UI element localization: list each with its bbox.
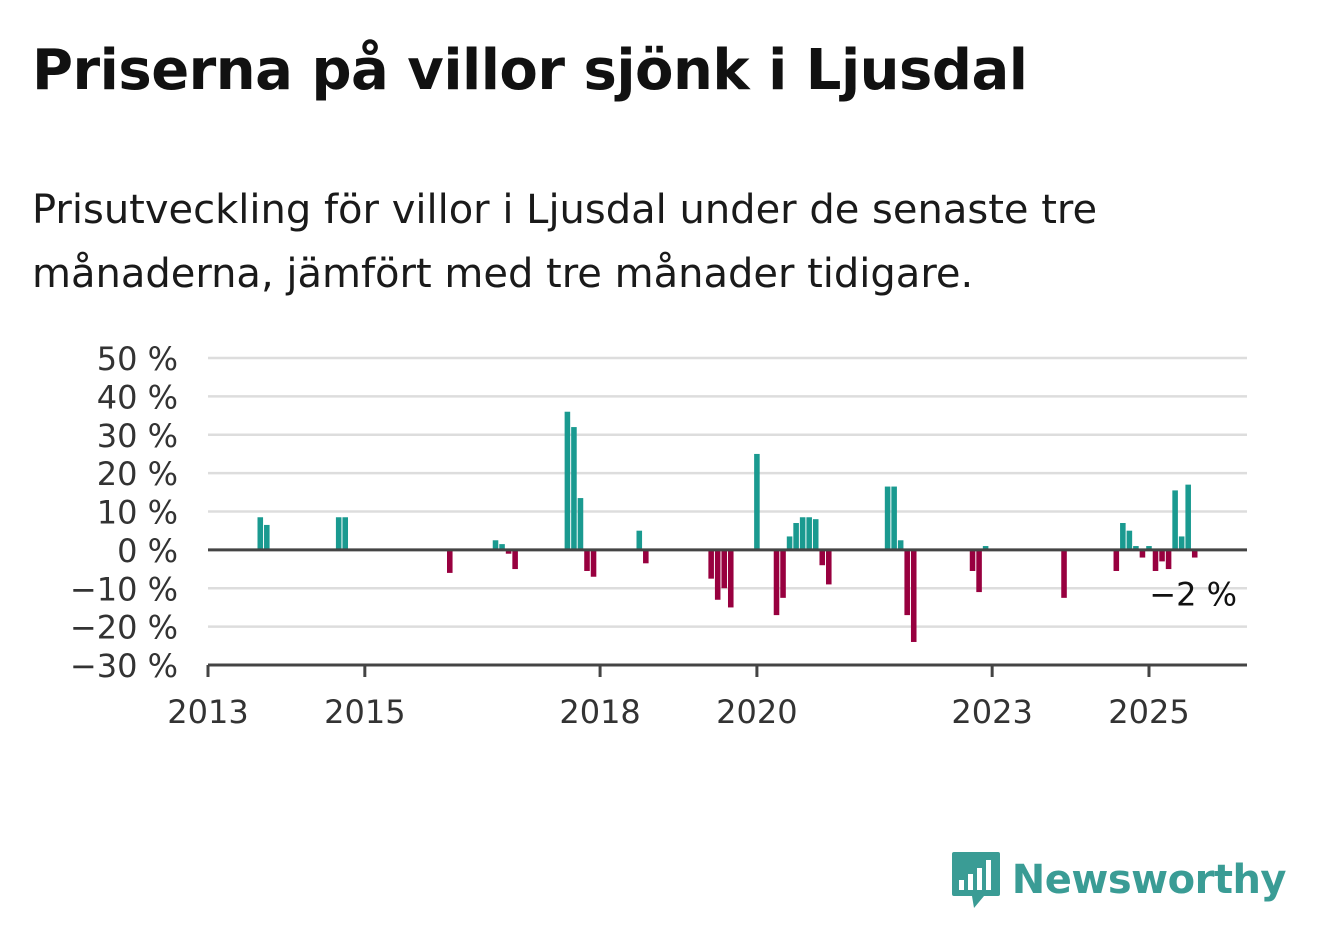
bar: [1120, 523, 1126, 550]
bar: [571, 427, 577, 550]
bar: [1061, 549, 1067, 598]
y-tick-label: 0 %: [117, 532, 178, 570]
x-tick-label: 2013: [167, 693, 248, 731]
bar: [1185, 484, 1191, 550]
bar: [1152, 549, 1159, 571]
newsworthy-chart-bubble-icon: [951, 852, 1000, 908]
y-tick-label: −10 %: [70, 570, 178, 608]
y-tick-label: 50 %: [97, 340, 178, 378]
bar: [1126, 530, 1133, 550]
bar: [884, 486, 891, 550]
tick-labels: 50 %40 %30 %20 %10 %0 %−10 %−20 %−30 % 20…: [70, 340, 1237, 731]
x-tick-label: 2018: [559, 693, 640, 731]
y-tick-label: −20 %: [70, 609, 178, 647]
bar: [590, 549, 597, 577]
bar: [826, 549, 832, 585]
bar: [721, 549, 728, 589]
y-tick-label: −30 %: [70, 647, 178, 685]
bar: [773, 549, 780, 616]
bar: [1139, 549, 1146, 558]
bar: [786, 536, 793, 550]
bar: [1165, 549, 1172, 570]
gridlines: [208, 356, 1247, 628]
bar: [1113, 549, 1120, 571]
bar: [754, 453, 760, 550]
bar: [492, 540, 499, 550]
bar: [708, 549, 714, 579]
x-tick-label: 2023: [951, 693, 1032, 731]
bars: [257, 411, 1198, 642]
bar: [584, 549, 590, 571]
bar: [897, 540, 904, 550]
y-tick-label: 20 %: [97, 455, 178, 493]
bar: [1178, 536, 1185, 550]
bar: [976, 549, 982, 593]
bar: [1159, 549, 1165, 562]
bar: [1133, 546, 1139, 550]
y-tick-label: 40 %: [97, 378, 178, 416]
bar: [636, 530, 643, 550]
bar: [727, 549, 734, 608]
bar: [1146, 546, 1152, 550]
newsworthy-logo: Newsworthy: [950, 851, 1287, 909]
bar: [806, 517, 812, 550]
bar: [1191, 549, 1198, 558]
bar: [564, 411, 571, 550]
bar: [982, 546, 989, 550]
bar: [891, 486, 897, 550]
bar: [335, 517, 342, 550]
bar-chart: 50 %40 %30 %20 %10 %0 %−10 %−20 %−30 % 20…: [70, 340, 1247, 731]
bar: [910, 549, 917, 642]
bar: [577, 498, 584, 550]
bar: [499, 544, 505, 550]
bar: [342, 517, 349, 550]
chart-subtitle: Prisutveckling för villor i Ljusdal unde…: [32, 187, 1098, 297]
y-tick-label: 30 %: [97, 417, 178, 455]
axes: [206, 548, 1247, 677]
bar: [264, 524, 270, 550]
x-tick-label: 2025: [1108, 693, 1189, 731]
y-tick-label: 10 %: [97, 494, 178, 532]
bar: [819, 549, 826, 566]
bar: [505, 549, 512, 554]
chart-title: Priserna på villor sjönk i Ljusdal: [32, 38, 1028, 103]
bar: [1172, 490, 1178, 550]
x-tick-label: 2020: [716, 693, 797, 731]
latest-value-annotation: −2 %: [1149, 576, 1237, 614]
x-tick-label: 2015: [324, 693, 405, 731]
bar: [643, 549, 649, 564]
newsworthy-logo-text: Newsworthy: [1011, 857, 1287, 903]
bar: [780, 549, 786, 598]
bar: [799, 517, 806, 550]
bar: [904, 549, 910, 616]
bar: [714, 549, 721, 600]
bar: [969, 549, 976, 571]
bar: [447, 549, 453, 573]
bar: [812, 519, 819, 550]
bar: [793, 523, 799, 550]
bar: [257, 517, 264, 550]
bar: [512, 549, 518, 570]
